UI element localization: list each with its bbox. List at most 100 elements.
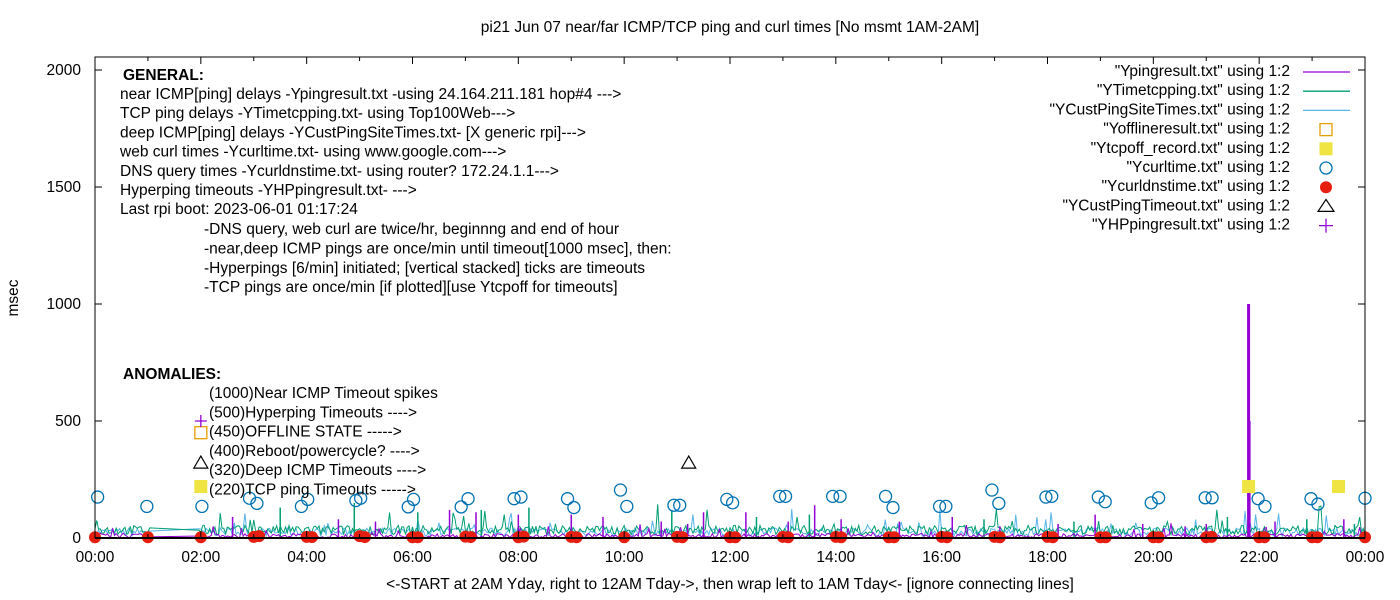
curl-point <box>406 492 421 507</box>
x-tick-label: 12:00 <box>711 549 750 566</box>
y-tick-label: 0 <box>72 530 81 547</box>
curl-point <box>1045 489 1059 503</box>
dns-point <box>517 530 530 543</box>
y-tick-label: 2000 <box>47 62 82 79</box>
general-line: TCP ping delays -YTimetcpping.txt- using… <box>120 105 515 122</box>
annotations: GENERAL: near ICMP[ping] delays -Ypingres… <box>119 67 672 499</box>
x-tick-label: 10:00 <box>605 549 644 566</box>
note-line: -TCP pings are once/min [if plotted][use… <box>204 279 618 296</box>
curl-point <box>560 492 575 506</box>
general-line: deep ICMP[ping] delays -YCustPingSiteTim… <box>120 124 586 141</box>
legend-filled-square-icon <box>1319 142 1333 156</box>
general-line: Hyperping timeouts -YHPpingresult.txt- -… <box>120 182 417 199</box>
curl-point <box>985 483 999 497</box>
x-tick-label: 20:00 <box>1134 549 1173 566</box>
curl-point <box>613 483 628 497</box>
deep-icmp-timeout-point <box>192 454 209 469</box>
legend-label: "YCustPingTimeout.txt" using 1:2 <box>1062 197 1290 214</box>
legend-label: "Ytcpoff_record.txt" using 1:2 <box>1091 140 1290 157</box>
tcpoff-point <box>194 480 208 494</box>
curl-point <box>778 489 793 503</box>
curl-point <box>242 491 257 505</box>
curl-point <box>939 499 953 514</box>
curl-point <box>932 499 947 514</box>
legend-open-circle-icon <box>1319 161 1333 175</box>
axes: 00:00 02:00 04:00 06:00 08:00 10:00 12:00 14:00… <box>47 56 1385 566</box>
x-tick-label: 02:00 <box>181 549 220 566</box>
curl-point <box>1144 496 1158 510</box>
legend-label: "YHPpingresult.txt" using 1:2 <box>1092 217 1290 234</box>
legend-label: "Yofflineresult.txt" using 1:2 <box>1103 121 1290 138</box>
general-line: DNS query times -Ycurldnstime.txt- using… <box>120 163 559 180</box>
curl-point <box>826 489 840 503</box>
curl-point <box>886 500 900 515</box>
hyperping-timeout-point <box>194 415 207 427</box>
y-axis-label: msec <box>5 279 22 316</box>
x-axis-label: <-START at 2AM Yday, right to 12AM Tday-… <box>386 576 1074 593</box>
legend-label: "YCustPingSiteTimes.txt" using 1:2 <box>1050 101 1290 118</box>
anomaly-line: (1000)Near ICMP Timeout spikes <box>209 385 438 402</box>
legend-label: "Ypingresult.txt" using 1:2 <box>1115 63 1290 80</box>
curl-point <box>1251 492 1265 506</box>
curl-point <box>833 489 847 503</box>
y-tick-label: 1000 <box>47 296 82 313</box>
curl-point <box>878 489 893 503</box>
curl-point <box>1198 491 1212 505</box>
legend-plus-icon <box>1319 218 1333 233</box>
anomaly-line: (320)Deep ICMP Timeouts ----> <box>209 462 426 479</box>
curl-point <box>567 500 581 515</box>
curl-point <box>250 496 264 511</box>
note-line: -Hyperpings [6/min] initiated; [vertical… <box>204 260 645 277</box>
anomaly-line: (500)Hyperping Timeouts ----> <box>209 404 417 421</box>
deep-icmp-timeout-point <box>680 454 697 469</box>
x-tick-label: 16:00 <box>922 549 961 566</box>
curl-point <box>992 496 1006 511</box>
dns-point <box>253 530 266 543</box>
x-tick-label: 04:00 <box>287 549 326 566</box>
general-line: Last rpi boot: 2023-06-01 01:17:24 <box>120 201 358 218</box>
chart-title: pi21 Jun 07 near/far ICMP/TCP ping and c… <box>481 19 979 36</box>
anomaly-line: (400)Reboot/powercycle? ----> <box>209 443 420 460</box>
curl-point <box>90 490 105 504</box>
curl-point <box>725 496 740 510</box>
x-tick-label: 14:00 <box>816 549 855 566</box>
curl-point <box>620 499 634 514</box>
curl-point <box>454 500 468 514</box>
curl-point <box>1091 490 1105 504</box>
curl-point <box>1039 490 1053 504</box>
general-line: web curl times -Ycurltime.txt- using www… <box>119 144 506 161</box>
curl-point <box>514 490 528 504</box>
tcp-ping-line <box>94 504 1366 537</box>
legend-label: "Ycurltime.txt" using 1:2 <box>1127 159 1290 176</box>
x-tick-label: 22:00 <box>1240 549 1279 566</box>
curl-point <box>1258 499 1272 514</box>
x-tick-label: 18:00 <box>1028 549 1067 566</box>
curl-point <box>673 498 687 512</box>
curl-point <box>195 499 209 514</box>
curl-point <box>1311 497 1325 511</box>
offline-point <box>194 426 208 440</box>
y-tick-label: 1500 <box>47 179 82 196</box>
x-tick-label: 00:00 <box>1346 549 1385 566</box>
legend-triangle-icon <box>1316 198 1336 212</box>
general-heading: GENERAL: <box>123 67 204 84</box>
legend-label: "Ycurldnstime.txt" using 1:2 <box>1102 178 1290 195</box>
x-tick-label: 06:00 <box>393 549 432 566</box>
anomaly-line: (220)TCP ping Timeouts -----> <box>209 482 416 499</box>
y-tick-label: 500 <box>55 413 81 430</box>
x-tick-label: 08:00 <box>499 549 538 566</box>
anomalies-heading: ANOMALIES: <box>123 366 221 383</box>
legend-label: "YTimetcpping.txt" using 1:2 <box>1097 82 1290 99</box>
note-line: -DNS query, web curl are twice/hr, begin… <box>204 221 619 238</box>
general-line: near ICMP[ping] delays -Ypingresult.txt … <box>120 86 621 103</box>
curl-point <box>140 499 154 514</box>
x-tick-label: 00:00 <box>76 549 115 566</box>
legend: "Ypingresult.txt" using 1:2 "YTimetcpping… <box>1050 63 1350 234</box>
curl-point <box>461 492 475 506</box>
curl-point <box>1151 491 1166 505</box>
tcpoff-point <box>1332 480 1346 494</box>
curl-point <box>353 491 368 505</box>
curl-point <box>1205 491 1219 505</box>
curl-point <box>773 489 787 503</box>
